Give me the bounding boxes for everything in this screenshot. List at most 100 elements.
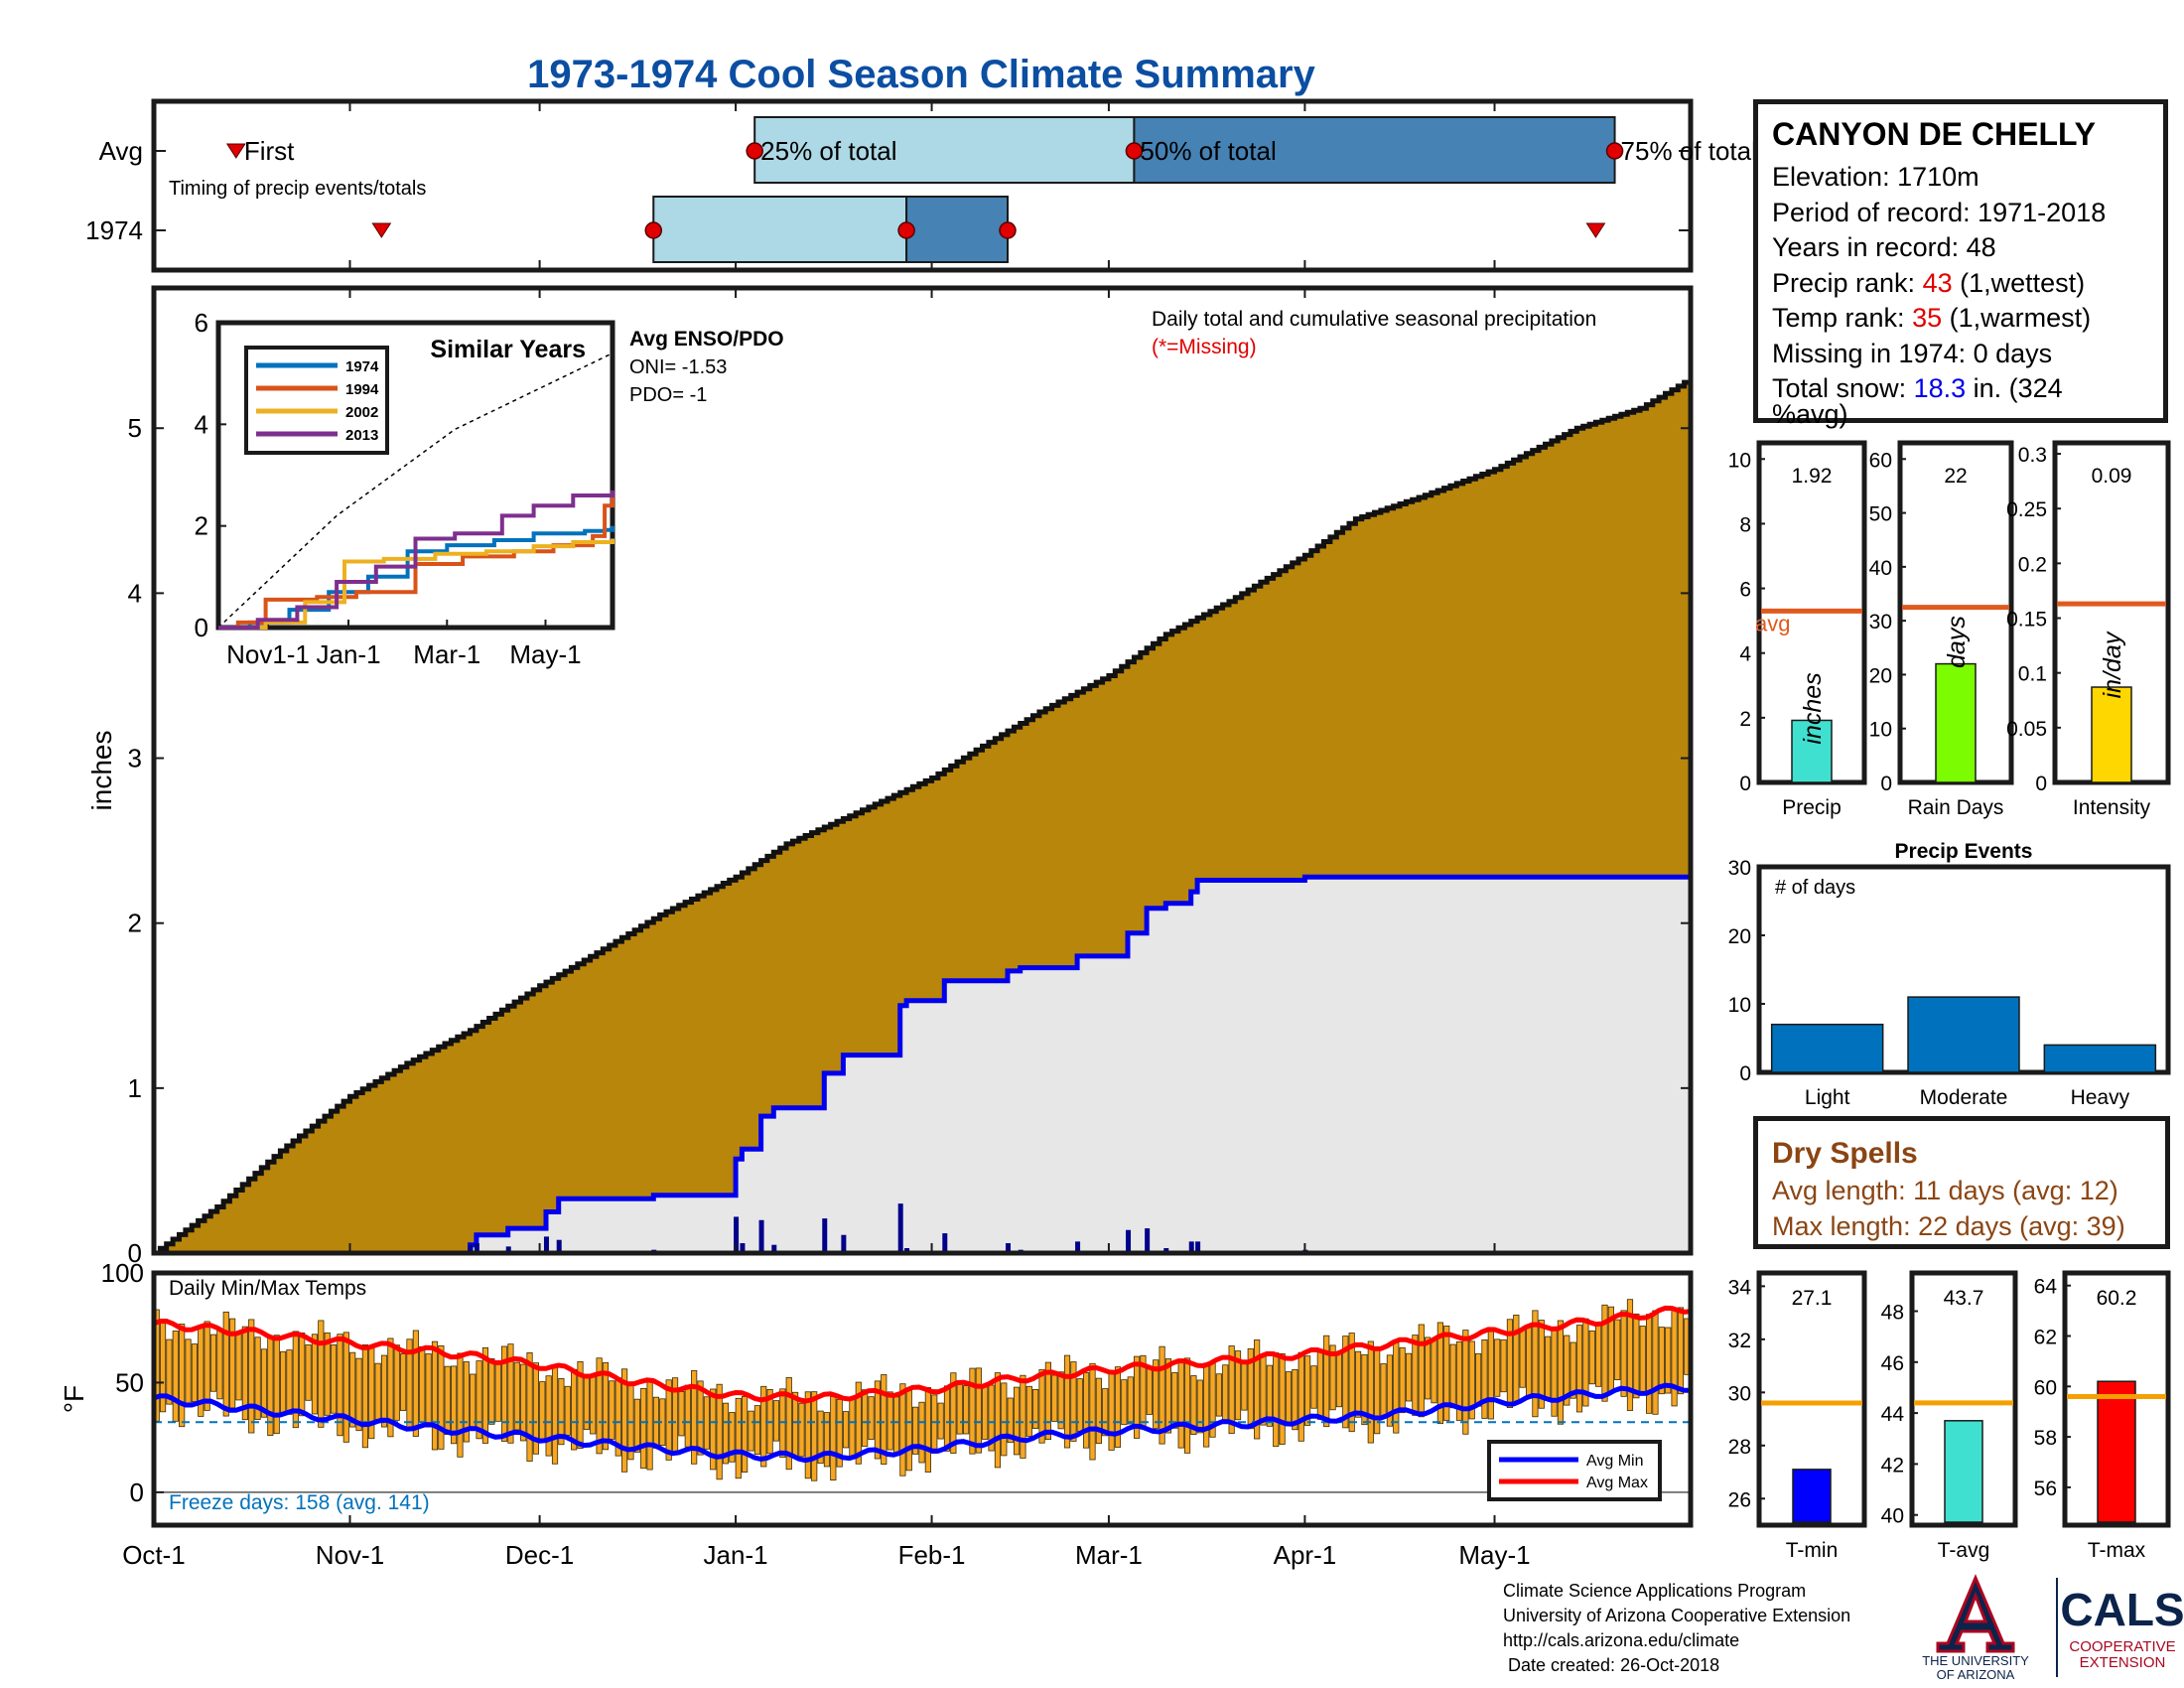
temp-day-bar: [1247, 1347, 1254, 1430]
credits-block: Climate Science Applications Program Uni…: [1503, 1579, 1850, 1678]
temp-day-bar: [1329, 1344, 1336, 1411]
temp-day-bar: [1241, 1360, 1248, 1411]
temp-day-bar: [1215, 1373, 1222, 1417]
ua-text-1: THE UNIVERSITY: [1922, 1653, 2029, 1668]
temp-day-bar: [235, 1334, 242, 1401]
temp-day-bar: [905, 1388, 912, 1472]
stat-y-tick-label: 10: [1869, 719, 1892, 742]
temp-day-bar: [419, 1345, 426, 1424]
temps-y-tick-label: 50: [115, 1367, 144, 1397]
temp-stats-bars: 26 28 30 32 34 27.1 T-min 40 42 44 46 48 43.7 T-avg 56…: [1728, 1270, 2171, 1562]
daily-precip-bar: [942, 1233, 948, 1253]
temp-day-bar: [387, 1337, 394, 1438]
temp-day-bar: [513, 1361, 520, 1431]
temp-day-bar: [1595, 1325, 1602, 1387]
temp-day-bar: [1551, 1328, 1558, 1417]
stat-xlabel: Precip: [1782, 796, 1842, 819]
temp-day-bar: [1399, 1346, 1406, 1414]
university-of-arizona-logo: THE UNIVERSITY OF ARIZONA: [1922, 1574, 2029, 1681]
temps-ylabel: °F: [59, 1385, 89, 1413]
x-tick-label: Mar-1: [1075, 1540, 1143, 1570]
temp-day-bar: [166, 1338, 173, 1405]
temp-day-bar: [526, 1351, 533, 1462]
avg-q50-marker: [1125, 142, 1144, 160]
daily-precip-bar: [841, 1234, 847, 1253]
temp-day-bar: [665, 1379, 672, 1461]
temp-day-bar: [457, 1352, 464, 1458]
temp-day-bar: [539, 1381, 546, 1443]
inset-series-1974: [218, 525, 614, 630]
temp-day-bar: [1007, 1397, 1014, 1444]
y-tick-label: 1: [128, 1073, 142, 1103]
timing-row-year-label: 1974: [85, 215, 143, 245]
daily-precip-bar: [771, 1244, 777, 1253]
daily-precip-bar: [468, 1244, 474, 1253]
y-tick-label: 3: [128, 744, 142, 774]
temp-day-bar: [1177, 1361, 1184, 1449]
temp-day-bar: [1316, 1350, 1323, 1420]
year-last-marker: [1585, 222, 1606, 238]
q25-label: 25% of total: [760, 136, 896, 166]
stat-y-tick-label: 2: [1739, 708, 1751, 731]
daily-precip-bar: [1188, 1241, 1194, 1253]
temps-legend: [1487, 1440, 1662, 1501]
x-tick-label: Jan-1: [704, 1540, 768, 1570]
temp-day-bar: [500, 1345, 508, 1442]
temps-y-tick-label: 100: [101, 1258, 144, 1288]
temp-day-bar: [943, 1385, 951, 1452]
temp-day-bar: [494, 1362, 501, 1422]
temp-day-bar: [760, 1385, 767, 1468]
temp-day-bar: [1436, 1322, 1443, 1425]
temp-day-bar: [1020, 1374, 1026, 1459]
ua-text-2: OF ARIZONA: [1937, 1667, 2015, 1681]
temp-day-bar: [425, 1353, 432, 1428]
station-snow: Total snow: 18.3 in. (324: [1772, 371, 2149, 407]
temp-day-bar: [191, 1343, 198, 1403]
stat-inner-label: inches: [1799, 672, 1827, 744]
temp-day-bar: [286, 1349, 293, 1415]
temp-day-bar: [1570, 1341, 1576, 1399]
events-y-tick-label: 20: [1728, 925, 1751, 948]
tstat-value-label: 27.1: [1792, 1287, 1833, 1310]
temp-day-bar: [950, 1372, 957, 1454]
tstat-y-tick-label: 30: [1728, 1382, 1751, 1405]
temp-day-bar: [1601, 1304, 1608, 1402]
events-bar-heavy: [2043, 1044, 2157, 1073]
events-ylabel: # of days: [1775, 877, 1855, 899]
dry-spells-box: Dry Spells Avg length: 11 days (avg: 12)…: [1753, 1116, 2170, 1249]
temp-day-bar: [488, 1357, 495, 1425]
temp-day-bar: [640, 1387, 647, 1470]
precip-stats-bars: 0 2 4 6 8 10 inches 1.92 Precip avg 0 10 20 30 40 50 60 d…: [1728, 440, 2171, 819]
temp-day-bar: [823, 1412, 831, 1468]
tstat-y-tick-label: 58: [2034, 1427, 2057, 1450]
temp-day-bar: [1025, 1385, 1032, 1437]
tstat-y-tick-label: 60: [2034, 1376, 2057, 1399]
temp-day-bar: [1159, 1345, 1165, 1445]
temp-day-bar: [470, 1373, 477, 1428]
stat-y-tick-label: 60: [1869, 449, 1892, 472]
enso-title: Avg ENSO/PDO: [629, 328, 784, 351]
temp-day-bar: [924, 1386, 931, 1473]
temp-day-bar: [1513, 1315, 1520, 1404]
temp-day-bar: [1254, 1339, 1261, 1440]
temp-day-bar: [874, 1380, 881, 1460]
temp-day-bar: [1089, 1362, 1096, 1461]
temp-day-bar: [1487, 1328, 1494, 1420]
temp-day-bar: [209, 1334, 217, 1392]
tstat-bar-t-max: [2097, 1380, 2136, 1523]
events-bar-moderate: [1907, 996, 2020, 1073]
temp-day-bar: [918, 1401, 925, 1464]
temp-day-bar: [881, 1374, 887, 1466]
temp-day-bar: [342, 1332, 349, 1443]
daily-precip-bar: [1126, 1229, 1132, 1253]
tstat-bar-t-avg: [1944, 1420, 1983, 1523]
stat-avg-text: avg: [1755, 611, 1790, 635]
tstat-bar-t-min: [1792, 1469, 1832, 1523]
q50-label: 50% of total: [1140, 136, 1276, 166]
stat-y-tick-label: 0.1: [2018, 663, 2047, 686]
inset-x-tick-label: May-1: [509, 639, 581, 669]
inset-y-tick-label: 0: [195, 613, 208, 642]
temp-day-bar: [1070, 1361, 1077, 1442]
daily-precip-bar: [822, 1218, 828, 1253]
temp-day-bar: [1304, 1355, 1311, 1426]
